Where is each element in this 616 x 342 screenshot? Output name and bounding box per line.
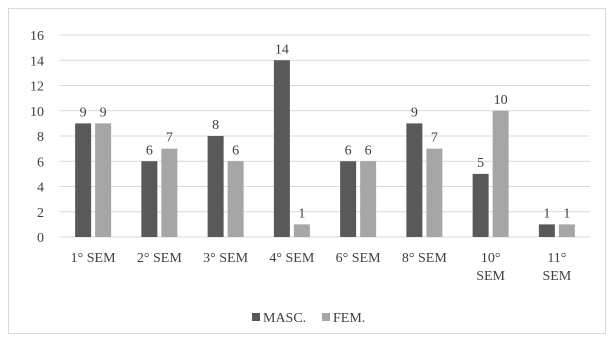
data-label: 9 [100, 105, 107, 120]
bar-masc-0 [75, 123, 92, 237]
y-tick-label: 10 [30, 105, 44, 120]
category-label: 10° [481, 251, 501, 266]
bar-fem-5 [426, 148, 443, 237]
y-tick-label: 16 [30, 29, 44, 44]
legend-swatch [252, 313, 260, 321]
bar-masc-2 [207, 136, 224, 237]
category-label: 1° SEM [71, 251, 116, 266]
data-label: 6 [146, 143, 153, 158]
category-label: 8° SEM [402, 251, 447, 266]
bar-fem-7 [558, 224, 575, 237]
legend-swatch [322, 313, 330, 321]
bar-masc-6 [472, 173, 489, 237]
legend-label: FEM. [333, 311, 365, 326]
y-tick-label: 6 [37, 155, 44, 170]
bar-fem-2 [227, 161, 244, 237]
bar-fem-6 [492, 110, 509, 237]
bar-fem-1 [161, 148, 178, 237]
data-label: 7 [166, 131, 173, 146]
category-label: 6° SEM [336, 251, 381, 266]
data-label: 7 [431, 131, 438, 146]
data-label: 10 [494, 93, 508, 108]
data-label: 1 [543, 206, 550, 221]
data-label: 1 [563, 206, 570, 221]
bar-masc-1 [141, 161, 158, 237]
bar-masc-3 [273, 60, 290, 237]
category-label: 4° SEM [269, 251, 314, 266]
bar-fem-4 [360, 161, 377, 237]
category-label: SEM [476, 269, 505, 284]
legend-label: MASC. [263, 311, 306, 326]
y-tick-label: 4 [37, 181, 44, 196]
data-label: 9 [80, 105, 87, 120]
bar-fem-3 [293, 224, 310, 237]
category-label: 11° [547, 251, 566, 266]
data-label: 5 [477, 156, 484, 171]
data-label: 1 [298, 206, 305, 221]
y-tick-label: 2 [37, 206, 44, 221]
y-tick-label: 0 [37, 231, 44, 246]
data-label: 6 [345, 143, 352, 158]
y-tick-label: 8 [37, 130, 44, 145]
category-label: 2° SEM [137, 251, 182, 266]
bar-fem-0 [95, 123, 112, 237]
data-label: 6 [365, 143, 372, 158]
bar-masc-5 [406, 123, 423, 237]
bar-masc-7 [538, 224, 555, 237]
y-tick-label: 14 [30, 54, 44, 69]
bar-masc-4 [340, 161, 357, 237]
data-label: 8 [212, 118, 219, 133]
data-label: 6 [232, 143, 239, 158]
category-label: 3° SEM [203, 251, 248, 266]
category-label: SEM [542, 269, 571, 284]
data-label: 9 [411, 105, 418, 120]
y-tick-label: 12 [30, 80, 44, 95]
data-label: 14 [275, 42, 289, 57]
